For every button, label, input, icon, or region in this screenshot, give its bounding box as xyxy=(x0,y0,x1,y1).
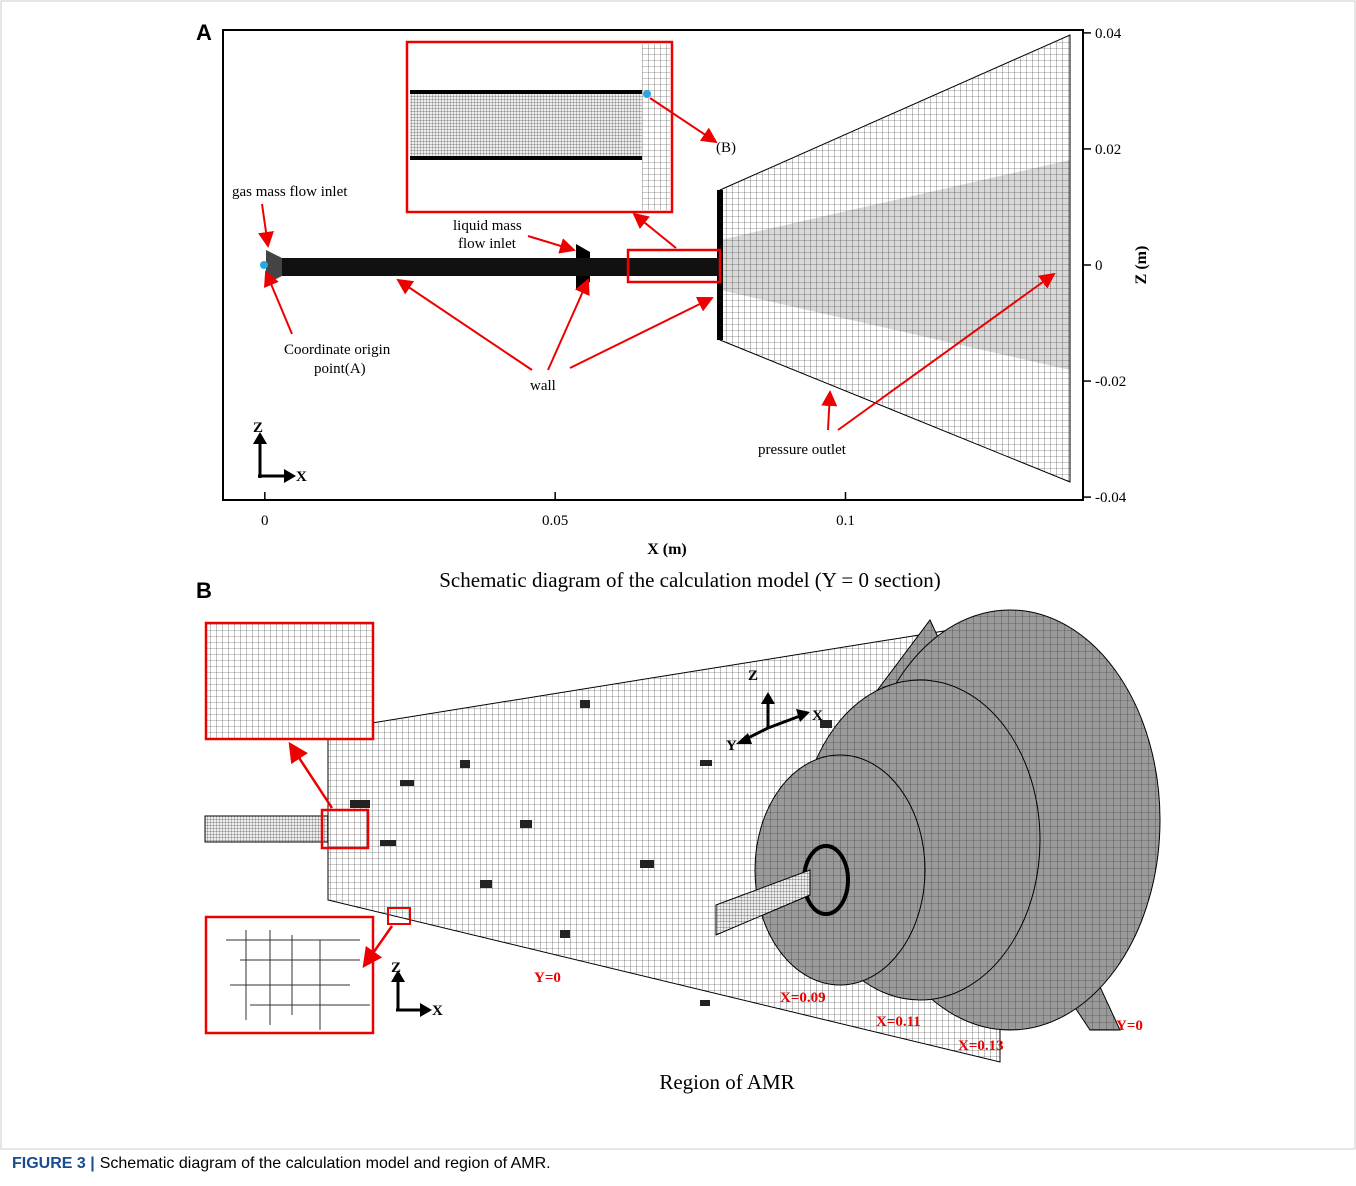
figure: A gas mass flow inlet liquid mass flow i… xyxy=(0,0,1356,1186)
section-label: Y=0 xyxy=(1116,1018,1143,1034)
section-label: X=0.13 xyxy=(958,1038,1004,1054)
y-tick-label: -0.02 xyxy=(1095,374,1126,390)
annotation: Coordinate origin xyxy=(284,342,391,358)
section-x009 xyxy=(755,755,925,985)
figure-page: A gas mass flow inlet liquid mass flow i… xyxy=(0,0,1356,1186)
axis-letter: Z xyxy=(253,420,263,436)
y-tick-label: 0 xyxy=(1095,258,1103,274)
inset-mesh xyxy=(410,92,642,158)
y-tick-label: -0.04 xyxy=(1095,490,1127,506)
panel-label: A xyxy=(196,20,212,45)
panel-label: B xyxy=(196,578,212,603)
axis-letter: X xyxy=(812,708,823,724)
annotation: wall xyxy=(530,378,556,394)
point-b xyxy=(643,90,651,98)
pipe xyxy=(282,258,720,276)
axis-triad: Z X xyxy=(391,960,443,1019)
y-axis-label: Z (m) xyxy=(1133,246,1150,285)
annotation: pressure outlet xyxy=(758,442,847,458)
annotation: point(A) xyxy=(314,361,366,377)
pipe xyxy=(205,816,328,842)
point-a xyxy=(260,261,268,269)
x-tick-label: 0.1 xyxy=(836,513,855,529)
inset xyxy=(206,917,373,1033)
panel-title: Schematic diagram of the calculation mod… xyxy=(439,568,940,592)
axis-letter: X xyxy=(296,469,307,485)
inset-mesh xyxy=(642,44,670,210)
caption-text: Schematic diagram of the calculation mod… xyxy=(100,1155,551,1172)
inset-wall xyxy=(410,90,642,94)
annotation: gas mass flow inlet xyxy=(232,184,348,200)
caption-label: FIGURE 3 | xyxy=(12,1155,95,1172)
inset xyxy=(206,623,373,739)
axis-letter: Y xyxy=(726,738,737,754)
inset-wall xyxy=(410,156,642,160)
annotation: liquid mass xyxy=(453,218,522,234)
y-tick-label: 0.02 xyxy=(1095,142,1121,158)
x-axis-label: X (m) xyxy=(647,541,687,558)
axis-letter: Z xyxy=(391,960,401,976)
y-tick-label: 0.04 xyxy=(1095,26,1122,42)
caption: FIGURE 3 | Schematic diagram of the calcu… xyxy=(12,1155,551,1172)
section-label: Y=0 xyxy=(534,970,561,986)
axis-letter: X xyxy=(432,1003,443,1019)
x-tick-label: 0 xyxy=(261,513,269,529)
annotation: flow inlet xyxy=(458,236,517,252)
section-label: X=0.11 xyxy=(876,1014,921,1030)
axis-letter: Z xyxy=(748,668,758,684)
panel-title: Region of AMR xyxy=(659,1070,794,1094)
section-label: X=0.09 xyxy=(780,990,826,1006)
annotation: (B) xyxy=(716,140,736,156)
x-tick-label: 0.05 xyxy=(542,513,568,529)
